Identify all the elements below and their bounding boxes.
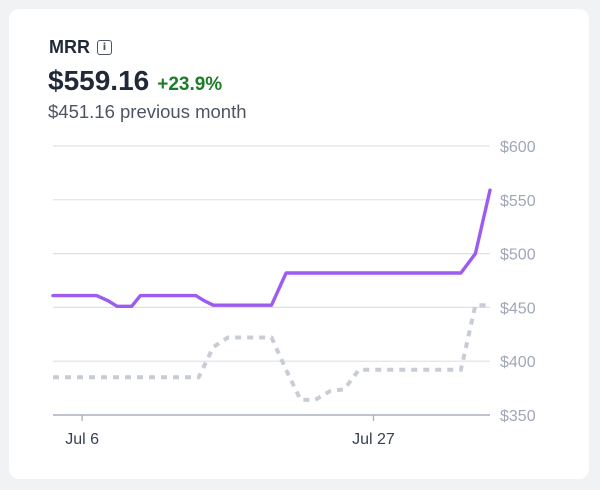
metric-value: $559.16 xyxy=(48,65,150,96)
previous-month-value: $451.16 previous month xyxy=(48,101,247,122)
y-tick-label: $500 xyxy=(500,247,536,264)
card-header: MRR i xyxy=(49,37,112,58)
y-tick-label: $400 xyxy=(500,354,536,371)
current-month-series-line xyxy=(51,188,492,308)
previous-month-series-line xyxy=(53,303,490,402)
x-tick-label: Jul 27 xyxy=(352,431,395,448)
change-percent: +23.9% xyxy=(157,74,223,95)
info-icon[interactable]: i xyxy=(97,40,112,55)
y-tick-label: $600 xyxy=(500,139,536,156)
metric-row: $559.16 +23.9% xyxy=(48,65,222,97)
mrr-card: MRR i $559.16 +23.9% $451.16 previous mo… xyxy=(9,9,589,479)
y-tick-label: $350 xyxy=(500,408,536,425)
y-tick-label: $450 xyxy=(500,300,536,317)
card-title: MRR xyxy=(49,37,90,57)
x-tick-label: Jul 6 xyxy=(65,431,99,448)
y-tick-label: $550 xyxy=(500,193,536,210)
